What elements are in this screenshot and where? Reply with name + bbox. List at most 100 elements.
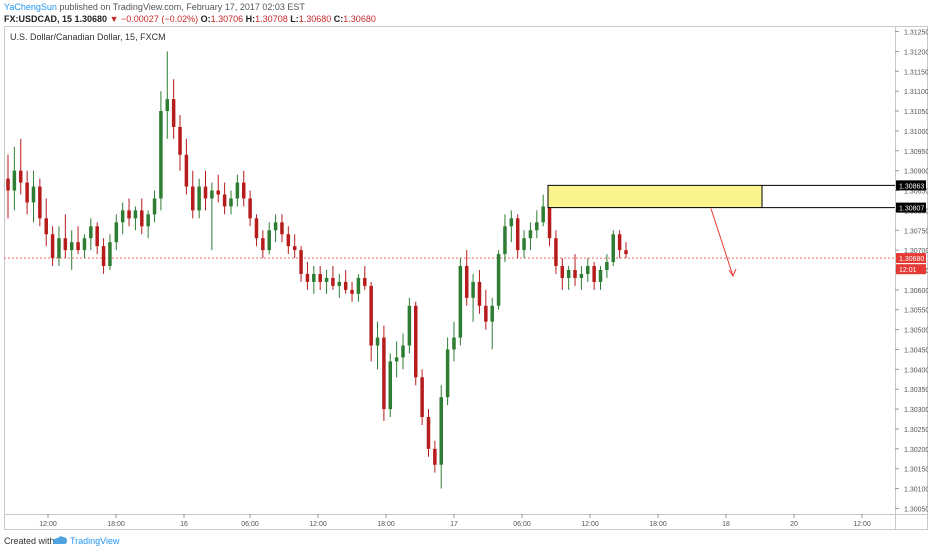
candle-body (178, 126, 182, 155)
candle-body (140, 210, 144, 227)
candle-body (89, 226, 93, 239)
open-value: 1.30706 (210, 14, 244, 24)
candle-body (471, 281, 475, 298)
candle-body (108, 242, 112, 267)
candle-body (414, 305, 418, 378)
candle-body (337, 281, 342, 286)
chart-area[interactable]: 1.31250 1.31200 1.31150 1.31100 1.31050 1.310… (4, 26, 928, 530)
candle-body (503, 226, 507, 255)
candle-body (394, 357, 399, 362)
y-tick-label: 1.30700 (904, 248, 928, 255)
y-tick-label: 1.30350 (904, 387, 928, 394)
candle-body (407, 305, 412, 346)
candle-body (159, 111, 163, 199)
price-badge-label: 1.30680 (899, 256, 924, 263)
candle-body (484, 305, 488, 322)
candle-body (286, 234, 291, 247)
y-tick-label: 1.30300 (904, 407, 928, 414)
author-link[interactable]: YaChengSun (4, 2, 57, 12)
candle-body (382, 337, 386, 410)
projection-arrow-line (710, 208, 734, 277)
candle-body (433, 448, 437, 465)
candle-body (292, 246, 297, 251)
chart-frame (4, 26, 928, 530)
candle-body (31, 186, 36, 203)
y-tick-label: 1.30400 (904, 367, 928, 374)
candle-body (592, 266, 596, 282)
x-tick-label: 20 (790, 521, 798, 528)
x-tick-label: 18:00 (107, 521, 125, 528)
close-label: C: (333, 14, 344, 24)
candle-body (216, 190, 220, 195)
candle-body (312, 273, 316, 282)
candle-body (579, 273, 584, 278)
candle-body (261, 238, 265, 251)
candle-body (152, 198, 157, 215)
symbol-label: FX:USDCAD, 15 (4, 14, 73, 24)
candle-body (25, 182, 29, 203)
candle-body (267, 230, 271, 251)
last-price: 1.30680 (74, 14, 108, 24)
candle-body (197, 186, 201, 211)
candle-body (343, 281, 348, 290)
price-badge (896, 202, 926, 213)
candle-body (598, 270, 603, 282)
high-value: 1.30708 (255, 14, 288, 24)
candle-body (101, 246, 106, 267)
candle-body (566, 270, 571, 278)
candle-body (165, 99, 170, 112)
y-tick-label: 1.31000 (904, 129, 928, 136)
candle-body (229, 198, 233, 207)
projection-arrow-head (728, 268, 737, 278)
y-tick-label: 1.30900 (904, 169, 928, 176)
candle-body (420, 377, 424, 418)
y-tick-label: 1.30600 (904, 288, 928, 295)
candle-body (541, 206, 545, 223)
ohlc-line: FX:USDCAD, 15 1.30680 ▼ −0.00027 (−0.02%… (4, 14, 376, 25)
candle-body (401, 345, 405, 358)
low-label: L: (290, 14, 299, 24)
candle-body (439, 397, 443, 465)
y-tick-label: 1.30850 (904, 189, 928, 196)
candle-body (120, 210, 125, 223)
x-tick-label: 12:00 (39, 521, 57, 528)
candle-body (452, 337, 456, 350)
price-badge-label: 1.30807 (899, 206, 924, 213)
x-tick-label: 18:00 (649, 521, 667, 528)
x-tick-label: 18:00 (377, 521, 395, 528)
candle-body (586, 266, 590, 274)
y-tick-label: 1.30050 (904, 506, 928, 513)
candle-body (331, 277, 335, 286)
high-label: H: (245, 14, 256, 24)
tradingview-brand-link[interactable]: TradingView (70, 536, 120, 546)
y-tick-label: 1.30500 (904, 328, 928, 335)
price-chart[interactable]: 1.31250 1.31200 1.31150 1.31100 1.31050 1.310… (4, 26, 928, 530)
candle-body (210, 190, 214, 199)
footer: Created with TradingView (0, 530, 932, 550)
price-badge-label: 12:01 (899, 267, 917, 274)
candle-body (363, 277, 367, 286)
candle-body (324, 277, 329, 282)
chart-title: U.S. Dollar/Canadian Dollar, 15, FXCM (10, 32, 166, 42)
x-tick-label: 18 (722, 521, 730, 528)
candle-body (44, 218, 48, 235)
candle-body (369, 285, 373, 346)
y-tick-label: 1.31150 (904, 69, 928, 76)
low-value: 1.30680 (298, 14, 332, 24)
y-tick-label: 1.31250 (904, 30, 928, 37)
x-tick-label: 12:00 (309, 521, 327, 528)
candle-body (254, 218, 259, 239)
down-arrow-icon: ▼ (109, 14, 119, 24)
candle-body (426, 417, 431, 449)
tradingview-logo-icon (53, 536, 67, 544)
y-tick-label: 1.30100 (904, 487, 928, 494)
candle-body (445, 349, 450, 398)
published-text: published on TradingView.com, February 1… (56, 2, 305, 12)
created-with-label: Created with (4, 536, 55, 546)
candle-body (280, 222, 284, 235)
candle-body (235, 182, 240, 199)
candle-body (528, 230, 533, 239)
chart-header: YaChengSun published on TradingView.com,… (0, 0, 932, 26)
candle-body (554, 238, 558, 267)
candle-body (617, 234, 622, 251)
